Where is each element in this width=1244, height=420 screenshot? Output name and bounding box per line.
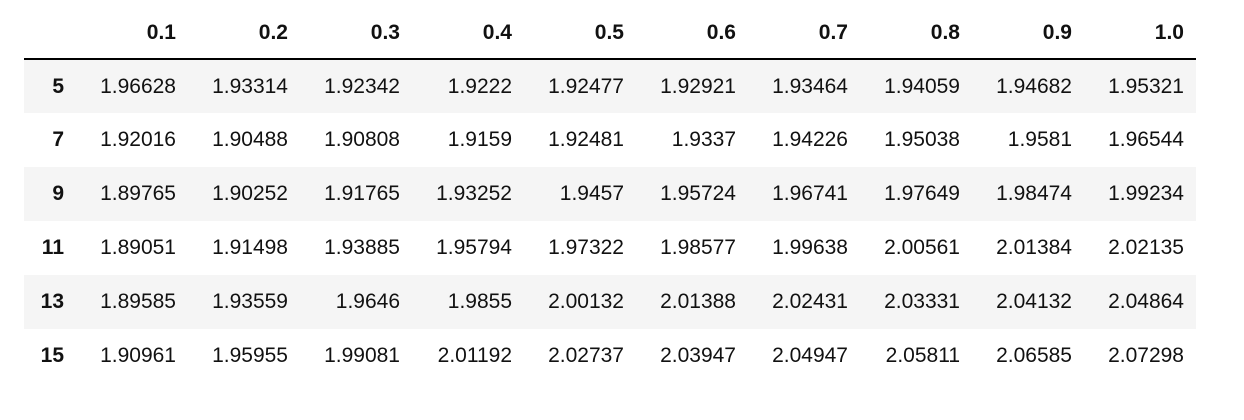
row-index: 7 bbox=[52, 128, 64, 151]
table-cell: 2.00561 bbox=[884, 236, 960, 259]
table-cell: 2.02737 bbox=[548, 344, 624, 367]
table-cell: 1.9222 bbox=[447, 74, 512, 98]
column-header: 0.1 bbox=[76, 8, 188, 60]
table-cell: 1.9855 bbox=[447, 290, 512, 313]
table-cell: 1.90961 bbox=[100, 344, 176, 367]
table-cell: 1.9159 bbox=[447, 128, 512, 151]
table-cell: 2.03331 bbox=[884, 290, 960, 313]
column-header: 0.3 bbox=[300, 8, 412, 60]
column-header: 0.2 bbox=[188, 8, 300, 60]
table-cell: 1.94226 bbox=[772, 128, 848, 151]
table-cell: 1.98474 bbox=[996, 182, 1072, 205]
table-cell: 1.9337 bbox=[671, 128, 736, 151]
table-cell: 2.06585 bbox=[996, 344, 1072, 367]
table-cell: 1.9457 bbox=[559, 182, 624, 205]
table-cell: 1.92921 bbox=[660, 74, 736, 98]
table-cell: 1.90808 bbox=[324, 128, 400, 151]
table-cell: 1.92481 bbox=[548, 128, 624, 151]
table-cell: 1.95794 bbox=[436, 236, 512, 259]
table-cell: 2.03947 bbox=[660, 344, 736, 367]
table-cell: 1.91498 bbox=[212, 236, 288, 259]
table-cell: 1.9646 bbox=[335, 290, 400, 313]
table-cell: 2.02135 bbox=[1108, 236, 1184, 259]
table-cell: 1.94059 bbox=[884, 74, 960, 98]
table-cell: 1.90252 bbox=[212, 182, 288, 205]
table-cell: 1.99638 bbox=[772, 236, 848, 259]
table-cell: 1.93314 bbox=[212, 74, 288, 98]
table-cell: 2.04947 bbox=[772, 344, 848, 367]
table-cell: 1.95038 bbox=[884, 128, 960, 151]
table-row: 11 1.89051 1.91498 1.93885 1.95794 1.973… bbox=[24, 221, 1196, 275]
table-body: 5 1.96628 1.93314 1.92342 1.9222 1.92477… bbox=[24, 59, 1196, 383]
table-row: 7 1.92016 1.90488 1.90808 1.9159 1.92481… bbox=[24, 113, 1196, 167]
table-cell: 1.96741 bbox=[772, 182, 848, 205]
row-index: 15 bbox=[40, 344, 64, 367]
column-header: 0.9 bbox=[972, 8, 1084, 60]
table-cell: 1.95955 bbox=[212, 344, 288, 367]
table-cell: 2.04864 bbox=[1108, 290, 1184, 313]
table-cell: 1.97322 bbox=[548, 236, 624, 259]
column-header: 0.4 bbox=[412, 8, 524, 60]
table-cell: 1.89051 bbox=[100, 236, 176, 259]
table-cell: 1.91765 bbox=[324, 182, 400, 205]
table-cell: 2.04132 bbox=[996, 290, 1072, 313]
index-header-corner bbox=[24, 8, 76, 60]
table-cell: 1.89585 bbox=[100, 290, 176, 313]
column-header: 0.8 bbox=[860, 8, 972, 60]
table-row: 9 1.89765 1.90252 1.91765 1.93252 1.9457… bbox=[24, 167, 1196, 221]
column-header: 0.6 bbox=[636, 8, 748, 60]
dataframe-table: 0.1 0.2 0.3 0.4 0.5 0.6 0.7 0.8 0.9 1.0 … bbox=[24, 8, 1196, 383]
table-cell: 1.9581 bbox=[1007, 128, 1072, 151]
table-cell: 1.96628 bbox=[100, 74, 176, 98]
table-cell: 2.02431 bbox=[772, 290, 848, 313]
row-index: 13 bbox=[40, 290, 64, 313]
table-cell: 1.95724 bbox=[660, 182, 736, 205]
table-cell: 1.92342 bbox=[324, 74, 400, 98]
table-row: 5 1.96628 1.93314 1.92342 1.9222 1.92477… bbox=[24, 59, 1196, 113]
table-header: 0.1 0.2 0.3 0.4 0.5 0.6 0.7 0.8 0.9 1.0 bbox=[24, 8, 1196, 60]
table-row: 13 1.89585 1.93559 1.9646 1.9855 2.00132… bbox=[24, 275, 1196, 329]
table-cell: 1.93885 bbox=[324, 236, 400, 259]
table-cell: 2.07298 bbox=[1108, 344, 1184, 367]
table-cell: 1.98577 bbox=[660, 236, 736, 259]
table-cell: 2.00132 bbox=[548, 290, 624, 313]
row-index: 11 bbox=[41, 236, 64, 259]
table-cell: 2.01192 bbox=[437, 344, 512, 367]
row-index: 9 bbox=[52, 182, 64, 205]
table-cell: 1.92016 bbox=[100, 128, 176, 151]
table-cell: 1.97649 bbox=[884, 182, 960, 205]
table-cell: 1.99234 bbox=[1108, 182, 1184, 205]
table-cell: 1.99081 bbox=[324, 344, 400, 367]
table-cell: 1.90488 bbox=[212, 128, 288, 151]
table-cell: 1.96544 bbox=[1108, 128, 1184, 151]
header-row: 0.1 0.2 0.3 0.4 0.5 0.6 0.7 0.8 0.9 1.0 bbox=[24, 8, 1196, 60]
table-cell: 2.05811 bbox=[885, 344, 960, 367]
table-cell: 1.93464 bbox=[772, 74, 848, 98]
column-header: 0.5 bbox=[524, 8, 636, 60]
table-cell: 2.01384 bbox=[996, 236, 1072, 259]
table-cell: 1.94682 bbox=[996, 74, 1072, 98]
row-index: 5 bbox=[52, 74, 64, 98]
dataframe-output: 0.1 0.2 0.3 0.4 0.5 0.6 0.7 0.8 0.9 1.0 … bbox=[24, 8, 1196, 383]
column-header: 1.0 bbox=[1084, 8, 1196, 60]
column-header: 0.7 bbox=[748, 8, 860, 60]
table-cell: 2.01388 bbox=[660, 290, 736, 313]
table-cell: 1.95321 bbox=[1108, 74, 1184, 98]
table-cell: 1.93559 bbox=[212, 290, 288, 313]
table-cell: 1.92477 bbox=[548, 74, 624, 98]
table-cell: 1.93252 bbox=[436, 182, 512, 205]
table-cell: 1.89765 bbox=[100, 182, 176, 205]
table-row: 15 1.90961 1.95955 1.99081 2.01192 2.027… bbox=[24, 329, 1196, 383]
